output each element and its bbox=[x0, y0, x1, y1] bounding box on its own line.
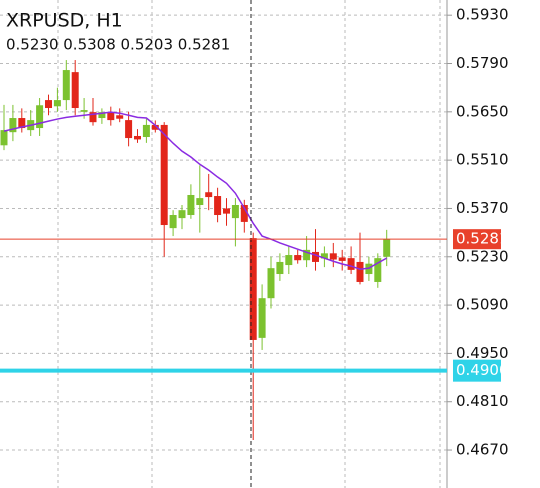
y-tick-label: 0.4810 bbox=[456, 392, 509, 410]
candle-body bbox=[36, 105, 44, 129]
y-tick-label: 0.5650 bbox=[456, 102, 509, 120]
y-tick-label: 0.4670 bbox=[456, 441, 509, 459]
candle-body bbox=[18, 118, 26, 129]
y-tick-label: 0.4950 bbox=[456, 344, 509, 362]
candle-body bbox=[196, 198, 204, 206]
candle-body bbox=[285, 255, 293, 266]
y-tick-label: 0.5510 bbox=[456, 151, 509, 169]
candle-body bbox=[383, 239, 391, 257]
candle-body bbox=[9, 118, 17, 133]
candle-body bbox=[169, 215, 177, 229]
candle-body bbox=[125, 120, 133, 139]
candle-body bbox=[258, 298, 266, 338]
candle-body bbox=[178, 210, 186, 219]
candle-body bbox=[231, 205, 239, 219]
candle-body bbox=[303, 249, 311, 261]
candle-body bbox=[347, 258, 355, 270]
y-tick-label: 0.5230 bbox=[456, 247, 509, 265]
y-tick-label: 0.5930 bbox=[456, 6, 509, 24]
candle-body bbox=[320, 253, 328, 259]
candle-body bbox=[116, 115, 124, 119]
candle-body bbox=[80, 110, 88, 112]
candle-body bbox=[89, 112, 97, 123]
candle-body bbox=[53, 100, 61, 107]
candle-body bbox=[151, 124, 159, 130]
candle-body bbox=[338, 257, 346, 261]
price-line-tag bbox=[453, 229, 501, 250]
y-tick-label: 0.5090 bbox=[456, 296, 509, 314]
candle-body bbox=[249, 238, 257, 340]
y-tick-label: 0.5370 bbox=[456, 199, 509, 217]
level-line-label: 0.4900 bbox=[456, 361, 509, 379]
candle-body bbox=[267, 268, 275, 299]
ohlc-readout: 0.5230 0.5308 0.5203 0.5281 bbox=[6, 36, 230, 54]
candle-body bbox=[240, 205, 248, 222]
candle-body bbox=[71, 72, 79, 109]
candle-body bbox=[62, 70, 70, 101]
level-line-tag bbox=[453, 359, 501, 382]
candle-body bbox=[312, 251, 319, 262]
price-line-label: 0.5281 bbox=[456, 230, 509, 248]
candle-body bbox=[45, 100, 52, 109]
candle-body bbox=[134, 135, 141, 140]
y-tick-label: 0.5790 bbox=[456, 54, 509, 72]
candle-body bbox=[107, 112, 115, 121]
candle-body bbox=[374, 258, 382, 282]
candle-body bbox=[98, 112, 106, 119]
candle-body bbox=[356, 261, 364, 282]
candle-body bbox=[276, 261, 284, 275]
candle-body bbox=[142, 124, 150, 138]
candle-body bbox=[160, 124, 168, 226]
moving-average bbox=[3, 111, 388, 270]
candle-body bbox=[223, 208, 230, 214]
plot bbox=[0, 14, 447, 451]
candle-body bbox=[214, 196, 222, 216]
candle-body bbox=[0, 130, 8, 146]
candle-body bbox=[187, 194, 195, 216]
candle-body bbox=[294, 255, 302, 261]
candle-body bbox=[329, 253, 337, 260]
chart-title: XRPUSD, H1 bbox=[6, 10, 123, 32]
candle-body bbox=[205, 192, 213, 198]
